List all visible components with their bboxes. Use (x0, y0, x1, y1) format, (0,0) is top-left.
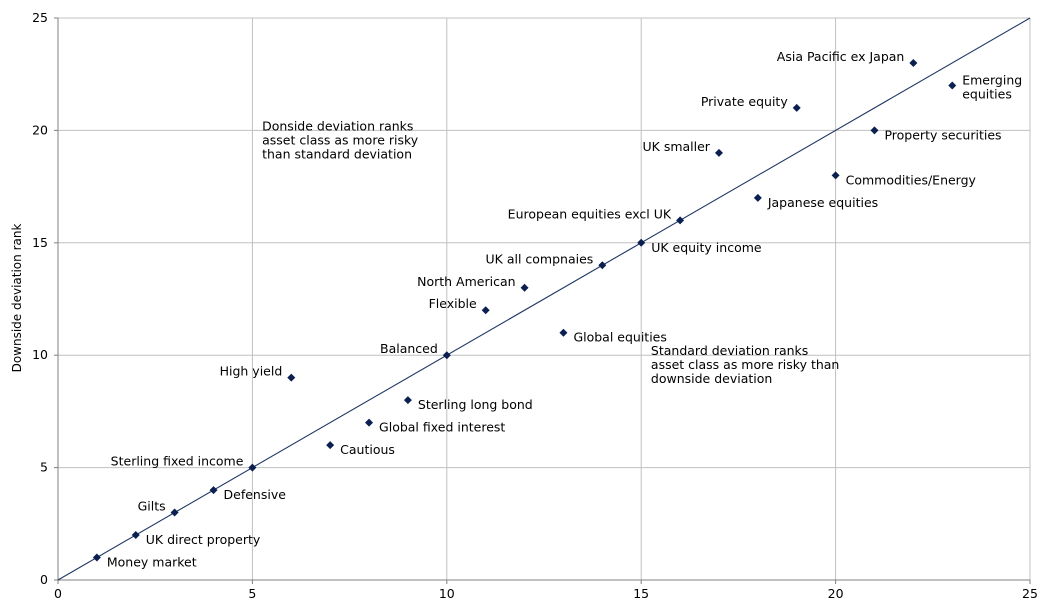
y-tick-label: 5 (40, 460, 48, 475)
data-point-label: Property securities (884, 127, 1001, 142)
data-point-label: Global fixed interest (379, 420, 505, 435)
data-point-label: Defensive (224, 487, 287, 502)
data-point-label: High yield (220, 364, 283, 379)
grid-layer (58, 17, 1031, 580)
equal-rank-line (57, 17, 1031, 581)
y-tick-label: 0 (40, 572, 48, 587)
region-annotation: Donside deviation ranks asset class as mo… (262, 118, 419, 161)
x-tick-label: 5 (248, 586, 256, 601)
x-tick-label: 15 (633, 586, 649, 601)
data-point-marker (714, 148, 723, 157)
data-point-label: UK all compnaies (486, 251, 594, 266)
data-point-marker (520, 283, 529, 292)
y-tick-label: 20 (32, 122, 48, 137)
x-tick-label: 25 (1022, 586, 1038, 601)
y-tick-label: 15 (32, 235, 48, 250)
data-point-marker (948, 81, 957, 90)
data-point-marker (403, 396, 412, 405)
data-point-label: Balanced (380, 341, 438, 356)
data-point-marker (442, 351, 451, 360)
reference-line-layer (57, 17, 1031, 581)
data-point-marker (831, 171, 840, 180)
data-point-marker (870, 126, 879, 135)
data-point-label: UK direct property (146, 532, 261, 547)
data-point-label: Flexible (429, 296, 477, 311)
x-tick-label: 0 (54, 586, 62, 601)
data-point-label: Gilts (138, 499, 166, 514)
data-point-marker (676, 216, 685, 225)
data-point-label: Asia Pacific ex Japan (777, 49, 905, 64)
data-point-marker (753, 193, 762, 202)
y-tick-label: 25 (32, 10, 48, 25)
data-point-marker (92, 553, 101, 562)
x-tick-label: 10 (439, 586, 455, 601)
data-point-marker (365, 418, 374, 427)
data-point-label: UK smaller (643, 139, 711, 154)
data-point-label: Private equity (701, 94, 788, 109)
data-point-marker (287, 373, 296, 382)
annotations-layer: Donside deviation ranks asset class as mo… (262, 118, 839, 386)
data-point-marker (131, 531, 140, 540)
data-point-marker (248, 463, 257, 472)
data-point-label: Sterling fixed income (111, 454, 244, 469)
data-point-label: Emerging equities (962, 72, 1022, 101)
region-annotation: Standard deviation ranks asset class as m… (651, 343, 839, 386)
data-point-marker (792, 103, 801, 112)
data-point-marker (326, 441, 335, 450)
data-point-label: Commodities/Energy (846, 172, 977, 187)
data-point-label: Cautious (340, 442, 395, 457)
data-point-label: UK equity income (651, 240, 762, 255)
data-point-label: Global equities (573, 330, 666, 345)
data-point-marker (637, 238, 646, 247)
axis-layer: 0 5 10 15 20 25 0 5 10 15 20 25 (32, 10, 1038, 601)
data-point-label: North American (417, 274, 515, 289)
data-point-label: Sterling long bond (418, 397, 533, 412)
x-tick-label: 20 (828, 586, 844, 601)
points-layer (92, 58, 957, 562)
data-point-label: European equities excl UK (508, 206, 672, 221)
data-point-marker (170, 508, 179, 517)
data-point-marker (481, 306, 490, 315)
y-axis-label: Downside deviation rank (10, 224, 24, 373)
data-point-marker (559, 328, 568, 337)
data-point-label: Money market (107, 555, 197, 570)
data-point-label: Japanese equities (767, 195, 878, 210)
data-point-marker (909, 58, 918, 67)
data-point-marker (598, 261, 607, 270)
point-labels-layer: Money market UK direct property Gilts Defen… (107, 49, 1022, 570)
data-point-marker (209, 486, 218, 495)
y-tick-label: 10 (32, 347, 48, 362)
